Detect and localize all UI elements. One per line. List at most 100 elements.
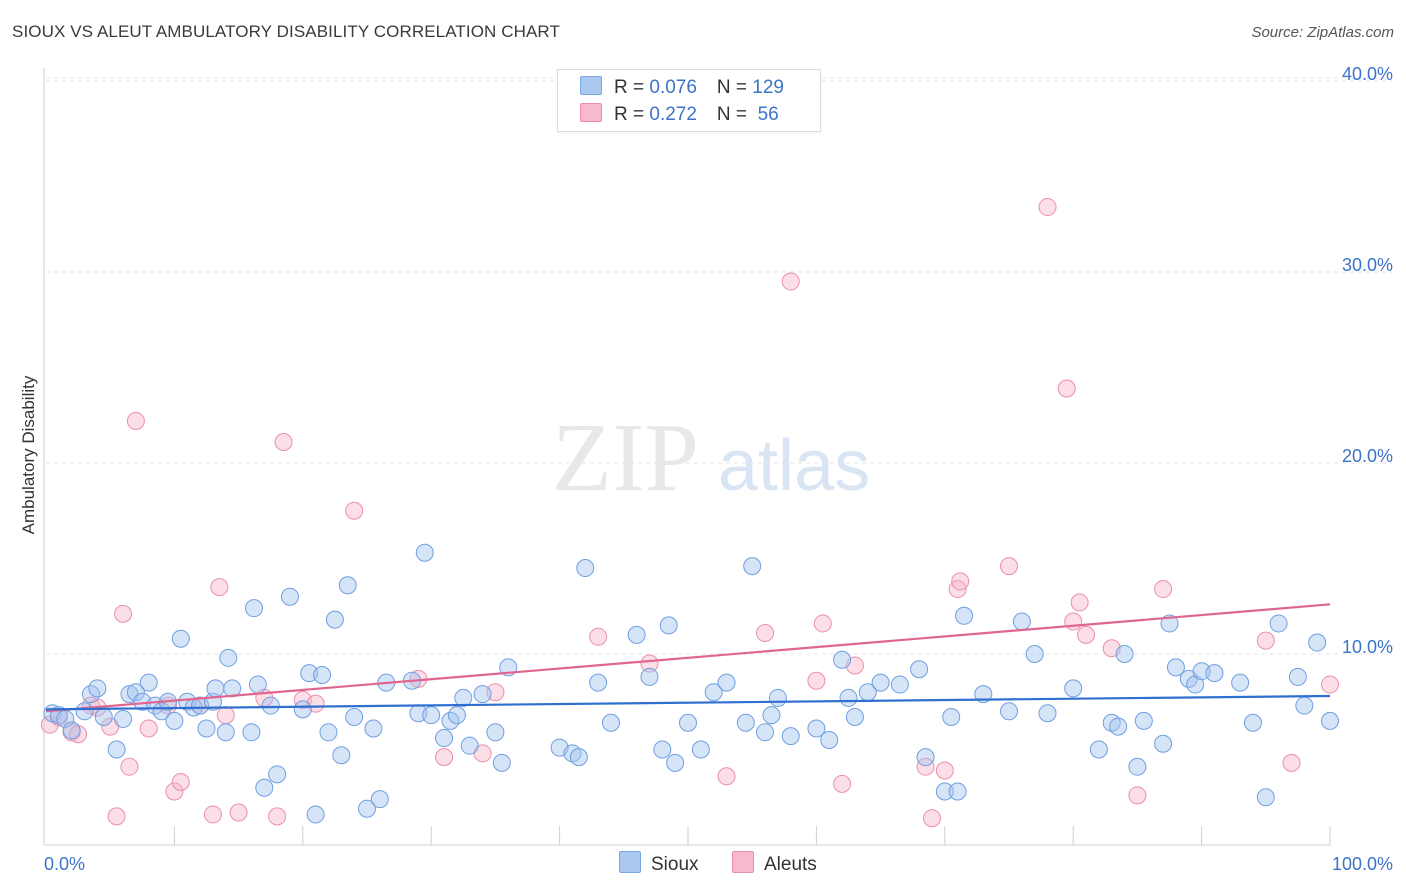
axis-layer: 10.0% 20.0% 30.0% 40.0% xyxy=(43,64,1393,846)
aleut-point xyxy=(216,706,235,725)
sioux-point xyxy=(1038,704,1057,723)
sioux-point xyxy=(743,557,762,576)
sioux-point xyxy=(1308,633,1327,652)
sioux-point xyxy=(717,673,736,692)
sioux-point xyxy=(1109,717,1128,736)
aleut-point xyxy=(1057,379,1076,398)
sioux-point xyxy=(460,736,479,755)
grid-layer xyxy=(46,77,1392,655)
x-tick-label-max: 100.0% xyxy=(1332,854,1393,874)
sioux-point xyxy=(319,723,338,742)
aleut-point xyxy=(781,272,800,291)
aleut-point xyxy=(229,803,248,822)
sioux-point xyxy=(820,730,839,749)
bottom-sioux-swatch xyxy=(619,851,641,873)
aleut-point xyxy=(107,807,126,826)
y-tick-label: 20.0% xyxy=(1342,446,1393,466)
aleut-n-value: 56 xyxy=(752,104,779,125)
aleut-point xyxy=(203,805,222,824)
aleut-point xyxy=(1282,753,1301,772)
watermark-atlas: atlas xyxy=(718,426,870,506)
sioux-point xyxy=(206,679,225,698)
sioux-point xyxy=(736,713,755,732)
sioux-point xyxy=(126,683,145,702)
sioux-point xyxy=(306,805,325,824)
sioux-point xyxy=(756,723,775,742)
sioux-point xyxy=(1205,664,1224,683)
sioux-point xyxy=(107,740,126,759)
aleut-point xyxy=(1000,557,1018,576)
sioux-point xyxy=(1288,667,1307,686)
sioux-point xyxy=(935,782,954,801)
stats-legend: R = 0.076 N = 129 R = 0.272 N = 56 xyxy=(557,69,821,132)
aleut-point xyxy=(916,757,935,776)
x-tick-label-min: 0.0% xyxy=(44,854,85,874)
sioux-point xyxy=(768,688,787,707)
aleut-point xyxy=(833,774,852,793)
aleut-point xyxy=(114,604,133,623)
sioux-point xyxy=(242,723,261,742)
aleut-points xyxy=(40,198,1339,828)
sioux-r-value: 0.076 xyxy=(649,77,697,98)
sioux-point xyxy=(576,559,595,578)
aleut-point xyxy=(165,782,184,801)
sioux-point xyxy=(1000,702,1018,721)
sioux-point xyxy=(601,713,620,732)
sioux-point xyxy=(704,683,723,702)
sioux-point xyxy=(1231,673,1250,692)
aleut-point xyxy=(1064,612,1083,631)
sioux-point xyxy=(75,702,94,721)
aleut-r-value: 0.272 xyxy=(649,104,697,125)
aleut-point xyxy=(1077,625,1096,644)
sioux-point xyxy=(1256,788,1275,807)
sioux-point xyxy=(1134,711,1153,730)
sioux-point xyxy=(165,711,184,730)
legend-row-sioux: R = 0.076 N = 129 xyxy=(580,76,784,100)
sioux-n-value: 129 xyxy=(752,77,784,98)
sioux-point xyxy=(216,723,235,742)
aleut-point xyxy=(756,623,775,642)
sioux-point xyxy=(807,719,826,738)
aleut-point xyxy=(268,807,287,826)
sioux-point xyxy=(88,679,107,698)
sioux-point xyxy=(910,660,929,679)
sioux-point xyxy=(948,782,967,801)
sioux-point xyxy=(679,713,697,732)
sioux-point xyxy=(313,666,332,685)
aleut-point xyxy=(1154,580,1173,599)
sioux-point xyxy=(435,729,454,748)
sioux-point xyxy=(890,675,909,694)
aleut-point xyxy=(274,432,293,451)
sioux-point xyxy=(627,625,646,644)
bottom-legend-sioux: Sioux xyxy=(619,851,699,876)
sioux-point xyxy=(781,727,800,746)
sioux-point xyxy=(345,708,364,727)
source-label: Source: ZipAtlas.com xyxy=(1251,24,1394,41)
sioux-point xyxy=(197,719,216,738)
y-tick-label: 10.0% xyxy=(1342,637,1393,657)
sioux-point xyxy=(1160,614,1179,633)
sioux-point xyxy=(589,673,608,692)
sioux-point xyxy=(492,753,511,772)
aleut-point xyxy=(935,761,954,780)
sioux-point xyxy=(62,721,81,740)
sioux-point xyxy=(255,778,274,797)
sioux-point xyxy=(454,688,473,707)
sioux-point xyxy=(1115,645,1134,663)
sioux-point xyxy=(114,709,133,728)
aleut-point xyxy=(922,809,941,828)
sioux-point xyxy=(845,708,864,727)
sioux-point xyxy=(486,723,505,742)
aleut-n-label: N = xyxy=(716,104,753,125)
aleut-swatch xyxy=(580,103,602,122)
sioux-point xyxy=(219,648,238,667)
sioux-point xyxy=(94,708,113,727)
sioux-point xyxy=(1089,740,1108,759)
aleut-point xyxy=(1070,593,1089,612)
sioux-point xyxy=(942,708,961,727)
sioux-point xyxy=(171,629,190,648)
trend-layer xyxy=(45,603,1331,713)
sioux-point xyxy=(268,765,287,784)
sioux-point xyxy=(974,685,993,704)
